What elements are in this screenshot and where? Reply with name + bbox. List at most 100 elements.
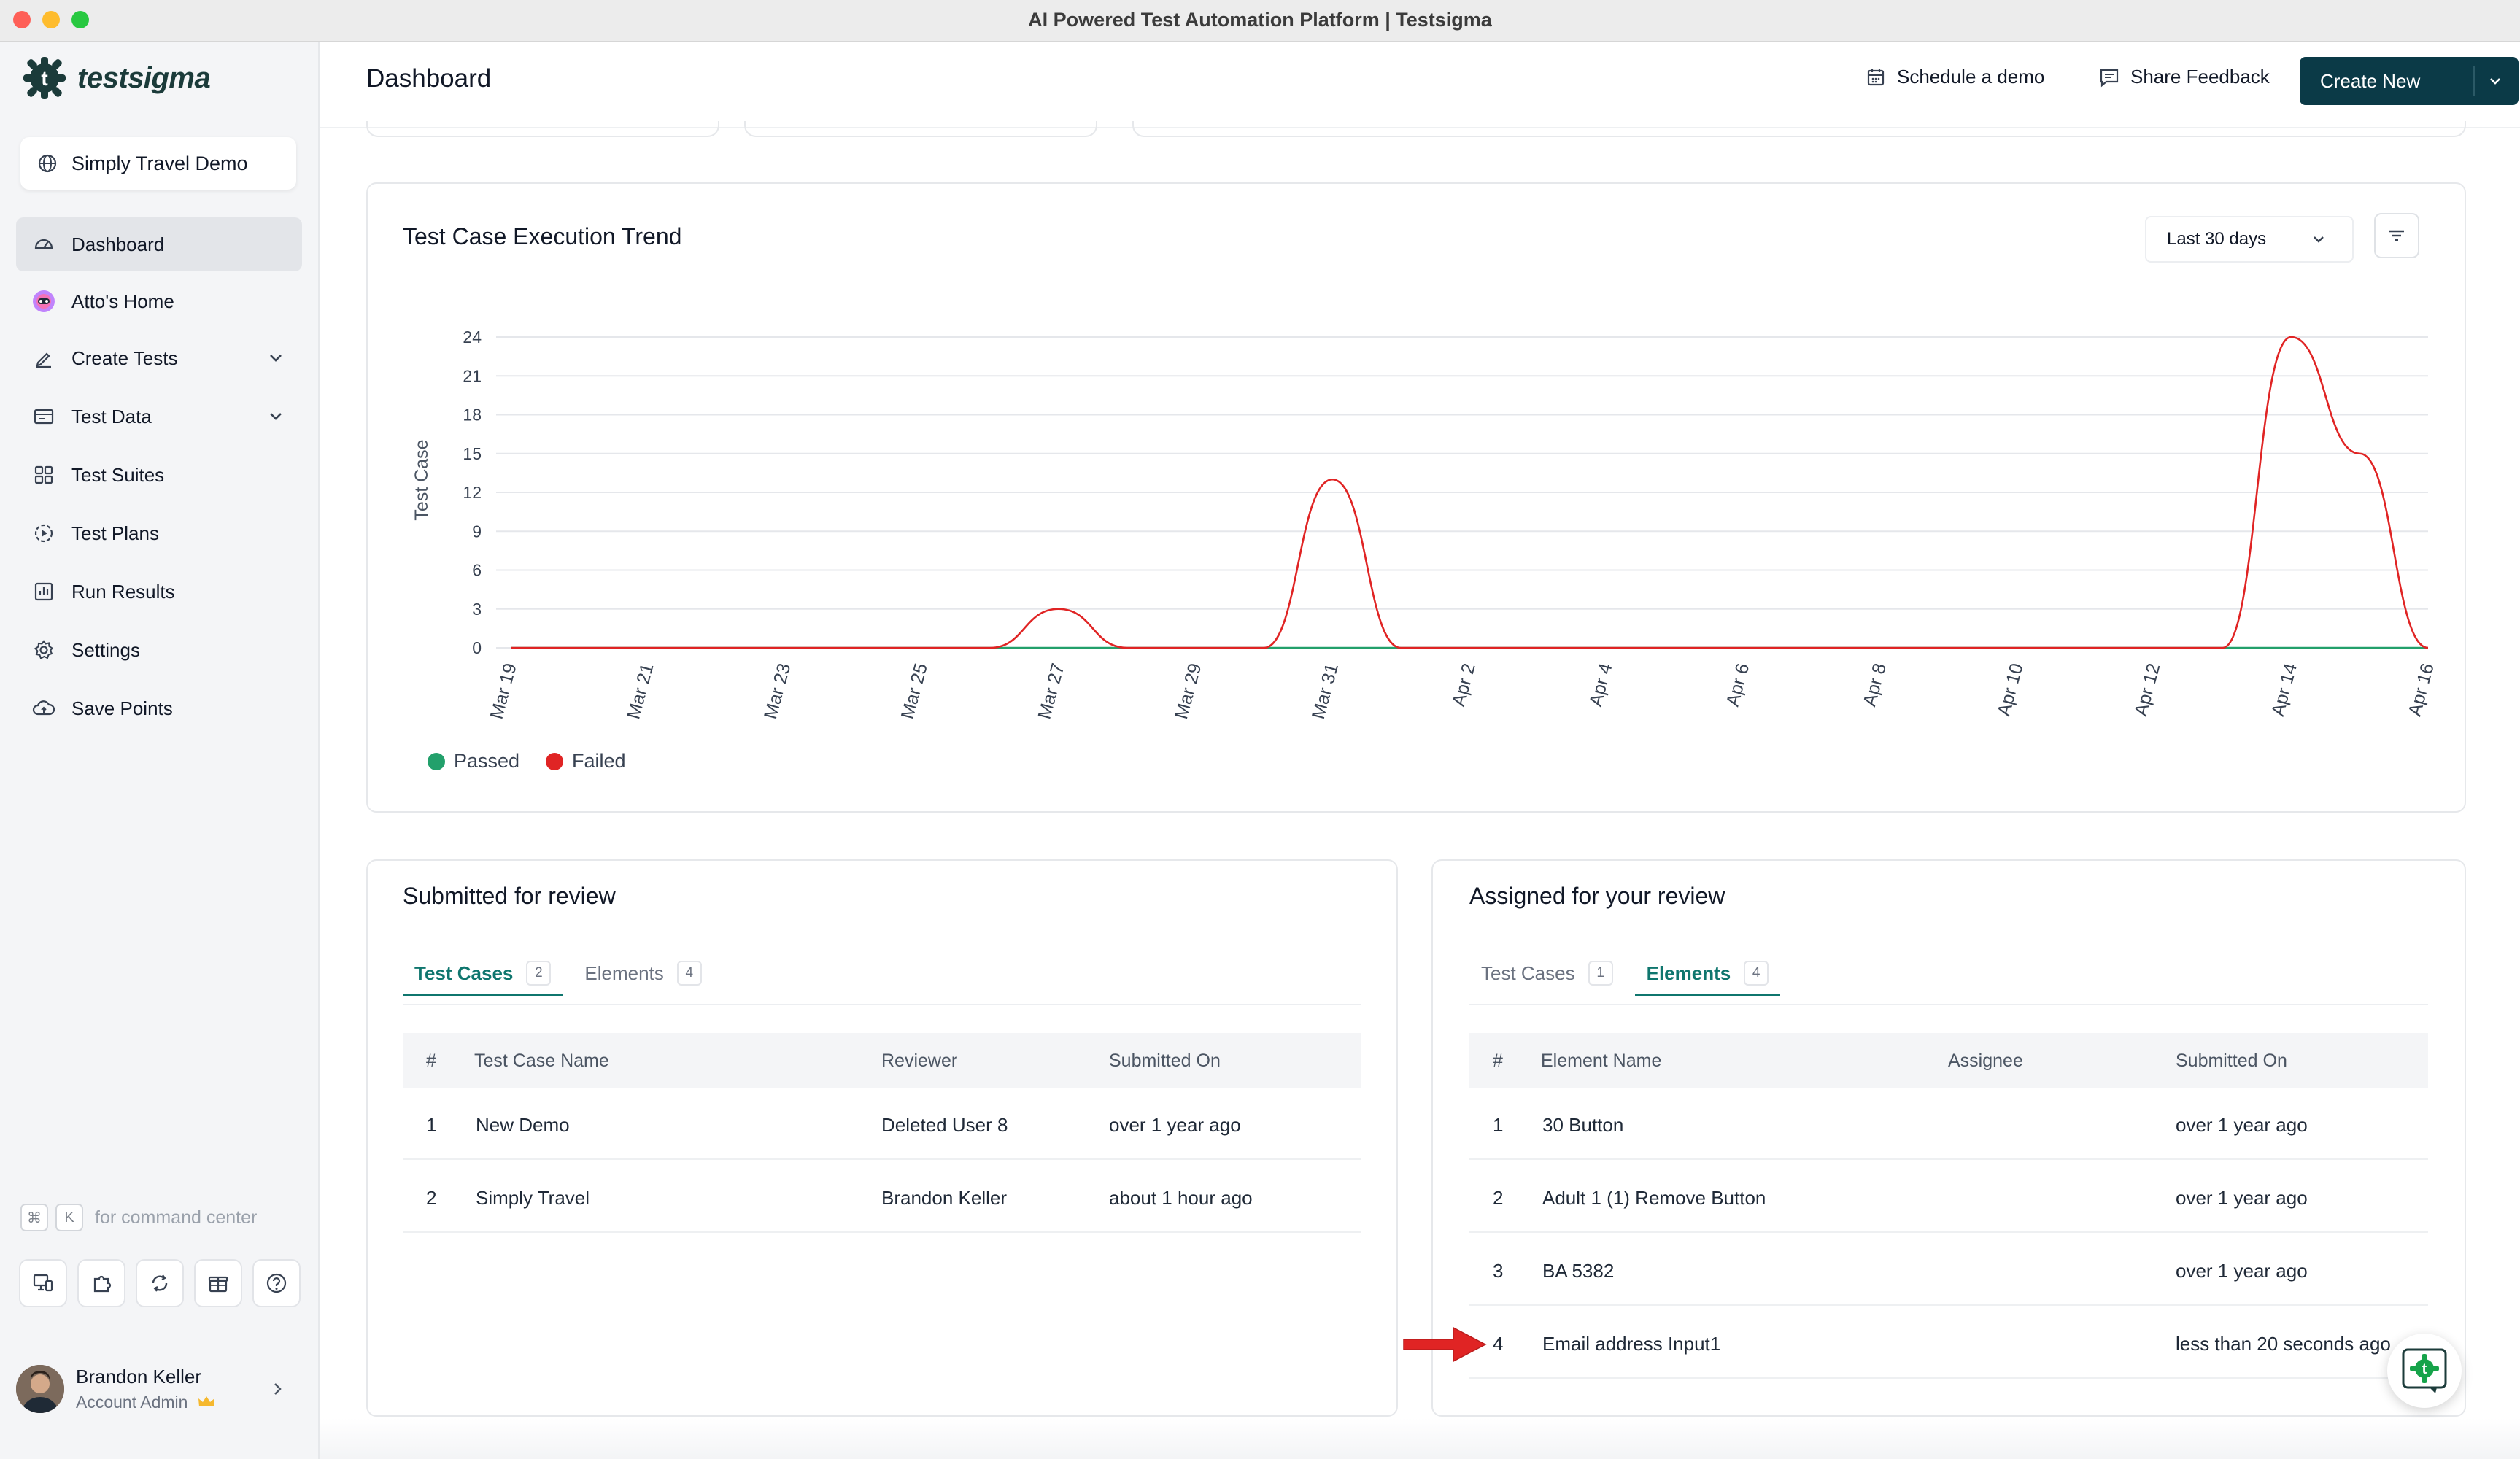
test-case-name[interactable]: Simply Travel: [476, 1187, 590, 1209]
tab-label: Test Cases: [1481, 961, 1575, 984]
share-feedback-button[interactable]: Share Feedback: [2098, 66, 2270, 88]
maximize-window-button[interactable]: [71, 11, 89, 28]
column-header: Element Name: [1541, 1050, 1662, 1071]
sidebar: t testsigma Simply Travel Demo Dashboard…: [0, 42, 320, 1459]
tab-divider: [403, 1004, 1361, 1005]
brand-name: testsigma: [77, 61, 211, 94]
row-divider: [403, 1231, 1361, 1233]
help-icon: [266, 1273, 287, 1293]
tab-elements[interactable]: Elements 4: [573, 951, 713, 995]
submitted-tabs: Test Cases 2 Elements 4: [403, 951, 714, 996]
feedback-icon: [2100, 69, 2119, 87]
submitted-on: over 1 year ago: [2176, 1114, 2308, 1136]
chart-filter-button[interactable]: [2374, 213, 2419, 258]
command-center-hint[interactable]: ⌘ K for command center: [20, 1204, 257, 1231]
tab-label: Test Cases: [414, 961, 514, 984]
folder-icon: [29, 402, 58, 431]
schedule-demo-button[interactable]: Schedule a demo: [1865, 66, 2044, 88]
x-tick-label: Apr 10: [1994, 661, 2028, 718]
sidebar-item-settings[interactable]: Settings: [16, 623, 302, 677]
project-switcher[interactable]: Simply Travel Demo: [20, 137, 296, 190]
user-profile[interactable]: Brandon Keller Account Admin: [16, 1352, 302, 1425]
create-new-button[interactable]: Create New: [2300, 57, 2519, 105]
sidebar-item-test-plans[interactable]: Test Plans: [16, 506, 302, 560]
sidebar-item-run-results[interactable]: Run Results: [16, 565, 302, 619]
submitted-on: over 1 year ago: [2176, 1187, 2308, 1209]
sidebar-item-test-data[interactable]: Test Data: [16, 390, 302, 444]
sidebar-item-label: Create Tests: [71, 347, 178, 369]
element-name[interactable]: Adult 1 (1) Remove Button: [1542, 1187, 1766, 1209]
x-tick-label: Mar 19: [487, 661, 521, 721]
sidebar-item-label: Atto's Home: [71, 290, 174, 312]
y-tick-label: 0: [472, 638, 482, 657]
sidebar-item-label: Settings: [71, 638, 140, 661]
minimize-window-button[interactable]: [42, 11, 60, 28]
y-tick-label: 3: [472, 600, 482, 619]
submitted-on: less than 20 seconds ago: [2176, 1333, 2391, 1355]
y-tick-label: 24: [463, 328, 482, 347]
trend-card-title: Test Case Execution Trend: [403, 223, 682, 249]
sidebar-item-label: Save Points: [71, 697, 173, 719]
row-number: 3: [1493, 1260, 1504, 1282]
x-tick-label: Mar 29: [1171, 661, 1205, 721]
sidebar-item-create-tests[interactable]: Create Tests: [16, 331, 302, 385]
close-window-button[interactable]: [13, 11, 31, 28]
scrolled-card: [744, 121, 1097, 137]
desktop-agent-button[interactable]: [19, 1259, 67, 1307]
element-name[interactable]: BA 5382: [1542, 1260, 1615, 1282]
tab-test-cases[interactable]: Test Cases 1: [1469, 951, 1625, 995]
sidebar-item-test-suites[interactable]: Test Suites: [16, 448, 302, 502]
x-tick-label: Apr 14: [2268, 661, 2301, 718]
x-tick-label: Mar 27: [1034, 661, 1068, 721]
row-number: 2: [1493, 1187, 1504, 1209]
legend-item-passed[interactable]: Passed: [428, 750, 519, 773]
element-name[interactable]: Email address Input1: [1542, 1333, 1721, 1355]
svg-text:t: t: [41, 67, 47, 90]
submitted-table-header: # Test Case Name Reviewer Submitted On: [403, 1033, 1361, 1088]
whats-new-button[interactable]: [194, 1259, 242, 1307]
assigned-review-card: [1431, 859, 2466, 1417]
window-title: AI Powered Test Automation Platform | Te…: [1028, 9, 1492, 31]
series-line-failed[interactable]: [511, 336, 2429, 649]
x-tick-label: Mar 25: [897, 661, 932, 721]
testsigma-logo-icon: t: [23, 57, 66, 99]
help-button[interactable]: [252, 1259, 301, 1307]
x-tick-label: Apr 8: [1859, 661, 1890, 708]
legend-item-failed[interactable]: Failed: [546, 750, 626, 773]
chevron-down-icon[interactable]: [2486, 72, 2504, 90]
execution-trend-card: [366, 182, 2466, 813]
sidebar-item-label: Run Results: [71, 580, 175, 603]
assigned-card-title: Assigned for your review: [1469, 883, 1725, 909]
legend-label: Failed: [572, 750, 626, 772]
column-header: Reviewer: [881, 1050, 958, 1071]
y-axis-label: Test Case: [411, 439, 432, 520]
test-case-name[interactable]: New Demo: [476, 1114, 570, 1136]
k-key: K: [55, 1204, 83, 1231]
window-titlebar: AI Powered Test Automation Platform | Te…: [0, 0, 2520, 42]
x-tick-label: Apr 12: [2130, 661, 2164, 718]
create-new-label: Create New: [2320, 69, 2421, 92]
chevron-down-icon[interactable]: [266, 406, 286, 426]
brand-logo[interactable]: t testsigma: [20, 53, 211, 104]
date-range-select[interactable]: Last 30 days: [2145, 216, 2354, 263]
integrations-button[interactable]: [136, 1259, 184, 1307]
element-name[interactable]: 30 Button: [1542, 1114, 1624, 1136]
sidebar-item-save-points[interactable]: Save Points: [16, 681, 302, 735]
project-name: Simply Travel Demo: [71, 152, 248, 174]
tab-test-cases[interactable]: Test Cases 2: [403, 951, 563, 996]
addons-button[interactable]: [77, 1259, 125, 1307]
grid-icon: [29, 460, 58, 489]
button-separator: [2473, 66, 2475, 96]
row-divider: [403, 1158, 1361, 1160]
chevron-down-icon[interactable]: [266, 347, 286, 368]
submitted-on: over 1 year ago: [2176, 1260, 2308, 1282]
submitted-card-title: Submitted for review: [403, 883, 616, 909]
submitted-review-card: [366, 859, 1398, 1417]
sidebar-item-dashboard[interactable]: Dashboard: [16, 217, 302, 271]
support-chat-button[interactable]: t: [2387, 1334, 2462, 1408]
tab-elements[interactable]: Elements 4: [1634, 951, 1781, 996]
top-header: Dashboard Schedule a demo Share Feedback…: [320, 42, 2520, 128]
schedule-demo-label: Schedule a demo: [1897, 66, 2045, 88]
sidebar-item-attos-home[interactable]: Atto's Home: [16, 274, 302, 328]
play-circle-icon: [29, 519, 58, 548]
